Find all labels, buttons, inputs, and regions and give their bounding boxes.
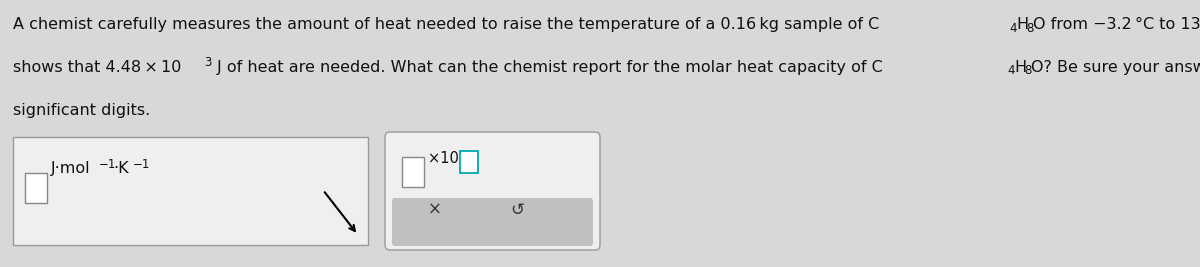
FancyBboxPatch shape [402,157,424,187]
FancyBboxPatch shape [392,198,593,246]
Text: H: H [1016,17,1028,32]
Text: shows that 4.48 × 10: shows that 4.48 × 10 [13,60,181,75]
FancyBboxPatch shape [460,151,478,173]
FancyBboxPatch shape [385,132,600,250]
Text: ×: × [428,201,442,219]
Text: 3: 3 [205,56,212,69]
Text: O? Be sure your answer has the correct number of: O? Be sure your answer has the correct n… [1031,60,1200,75]
Text: 4: 4 [1007,65,1015,77]
Text: −1: −1 [132,158,150,171]
Text: 8: 8 [1024,65,1031,77]
Text: −1: −1 [98,158,116,171]
Text: H: H [1014,60,1026,75]
Text: 8: 8 [1026,22,1033,34]
Text: O from −3.2 °C to 13.9 °C. The experiment: O from −3.2 °C to 13.9 °C. The experimen… [1033,17,1200,32]
Text: ×10: ×10 [428,151,458,166]
Text: J·mol: J·mol [50,161,91,176]
FancyBboxPatch shape [25,173,47,203]
Text: A chemist carefully measures the amount of heat needed to raise the temperature : A chemist carefully measures the amount … [13,17,880,32]
Text: ↺: ↺ [510,201,524,219]
Text: significant digits.: significant digits. [13,103,150,118]
Text: J of heat are needed. What can the chemist report for the molar heat capacity of: J of heat are needed. What can the chemi… [211,60,882,75]
FancyBboxPatch shape [13,137,368,245]
Text: ·K: ·K [113,161,128,176]
Text: 4: 4 [1009,22,1018,34]
